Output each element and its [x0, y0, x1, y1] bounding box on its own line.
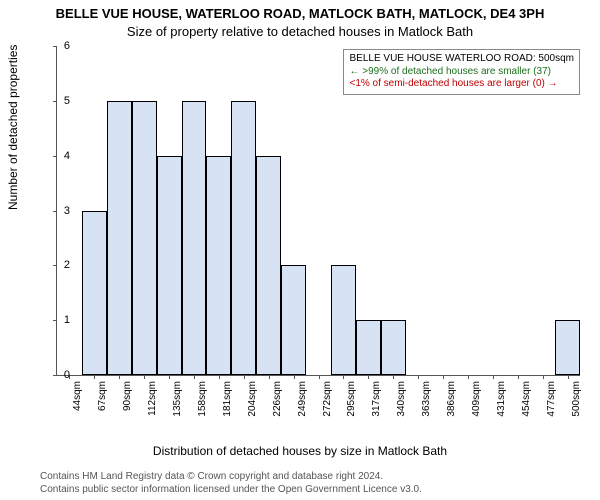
x-tick-label: 249sqm	[297, 381, 308, 417]
plot-area	[56, 46, 580, 376]
x-tick-mark	[119, 375, 120, 379]
footer-attribution: Contains HM Land Registry data © Crown c…	[40, 471, 422, 496]
histogram-bar	[555, 320, 580, 375]
histogram-bar	[206, 156, 231, 375]
x-tick-mark	[568, 375, 569, 379]
legend-line-1: BELLE VUE HOUSE WATERLOO ROAD: 500sqm	[349, 53, 574, 66]
legend-line-3: <1% of semi-detached houses are larger (…	[349, 78, 574, 91]
x-tick-label: 181sqm	[222, 381, 233, 417]
histogram-bar	[256, 156, 281, 375]
y-tick-label: 1	[56, 314, 70, 326]
x-tick-mark	[194, 375, 195, 379]
histogram-bar	[107, 101, 132, 375]
x-tick-label: 317sqm	[371, 381, 382, 417]
x-tick-mark	[144, 375, 145, 379]
x-tick-mark	[343, 375, 344, 379]
x-tick-label: 112sqm	[147, 381, 158, 416]
histogram-bar	[82, 211, 107, 376]
y-tick-label: 3	[56, 205, 70, 217]
histogram-bar	[381, 320, 406, 375]
x-tick-mark	[468, 375, 469, 379]
x-tick-label: 272sqm	[322, 381, 333, 417]
x-tick-mark	[294, 375, 295, 379]
y-tick-label: 5	[56, 95, 70, 107]
x-tick-label: 340sqm	[396, 381, 407, 417]
chart-container: BELLE VUE HOUSE, WATERLOO ROAD, MATLOCK …	[0, 0, 600, 500]
histogram-bar	[331, 265, 356, 375]
y-tick-label: 6	[56, 40, 70, 52]
x-tick-mark	[219, 375, 220, 379]
legend-box: BELLE VUE HOUSE WATERLOO ROAD: 500sqm ← …	[343, 49, 580, 95]
histogram-bar	[182, 101, 207, 375]
x-tick-label: 386sqm	[446, 381, 457, 417]
histogram-bar	[132, 101, 157, 375]
x-tick-label: 477sqm	[546, 381, 557, 417]
histogram-bar	[281, 265, 306, 375]
chart-title-main: BELLE VUE HOUSE, WATERLOO ROAD, MATLOCK …	[0, 6, 600, 21]
x-tick-label: 226sqm	[272, 381, 283, 417]
x-tick-mark	[244, 375, 245, 379]
x-tick-label: 90sqm	[122, 381, 133, 411]
x-tick-mark	[319, 375, 320, 379]
x-tick-mark	[418, 375, 419, 379]
footer-line-2: Contains public sector information licen…	[40, 484, 422, 497]
x-tick-mark	[443, 375, 444, 379]
x-tick-label: 44sqm	[72, 381, 83, 411]
x-tick-mark	[543, 375, 544, 379]
histogram-bar	[157, 156, 182, 375]
x-tick-mark	[169, 375, 170, 379]
x-tick-label: 158sqm	[197, 381, 208, 417]
footer-line-1: Contains HM Land Registry data © Crown c…	[40, 471, 422, 484]
x-tick-label: 135sqm	[172, 381, 183, 417]
x-tick-mark	[393, 375, 394, 379]
x-tick-label: 295sqm	[346, 381, 357, 417]
histogram-bar	[231, 101, 256, 375]
y-tick-label: 2	[56, 259, 70, 271]
y-tick-label: 4	[56, 150, 70, 162]
x-tick-mark	[493, 375, 494, 379]
histogram-bar	[356, 320, 381, 375]
x-tick-mark	[368, 375, 369, 379]
legend-line-2: ← >99% of detached houses are smaller (3…	[349, 66, 574, 79]
x-tick-mark	[269, 375, 270, 379]
x-tick-label: 363sqm	[421, 381, 432, 417]
y-axis-label: Number of detached properties	[6, 45, 20, 210]
y-tick-label: 0	[56, 369, 70, 381]
x-tick-label: 67sqm	[97, 381, 108, 411]
x-tick-label: 409sqm	[471, 381, 482, 417]
x-axis-label: Distribution of detached houses by size …	[0, 444, 600, 458]
x-tick-mark	[518, 375, 519, 379]
x-tick-label: 500sqm	[571, 381, 582, 417]
chart-title-sub: Size of property relative to detached ho…	[0, 24, 600, 39]
x-tick-label: 204sqm	[247, 381, 258, 417]
x-tick-mark	[94, 375, 95, 379]
x-tick-label: 454sqm	[521, 381, 532, 417]
x-tick-label: 431sqm	[496, 381, 507, 417]
